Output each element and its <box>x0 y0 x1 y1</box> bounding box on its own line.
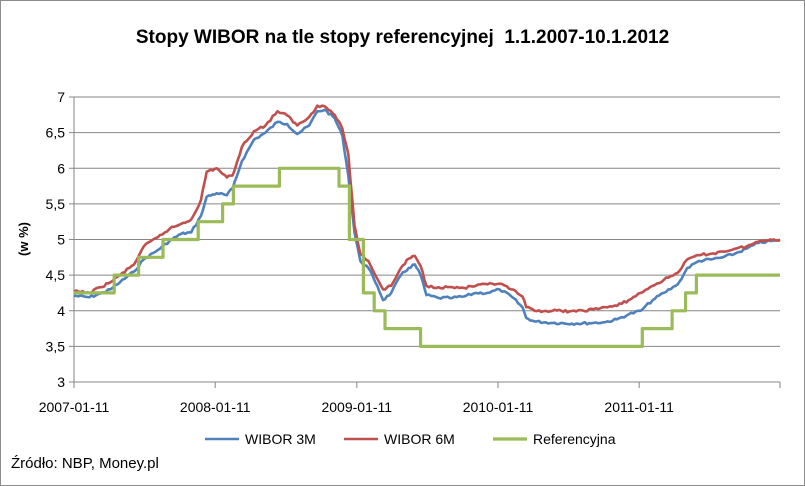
series-line <box>73 104 781 314</box>
y-tick-label: 4 <box>57 303 65 319</box>
x-tick-label: 2008-01-11 <box>180 399 251 415</box>
source-note: Źródło: NBP, Money.pl <box>11 455 159 472</box>
legend-label: WIBOR 3M <box>245 431 316 447</box>
y-tick-label: 7 <box>57 89 65 105</box>
series-line <box>74 166 780 348</box>
series-line <box>73 108 781 326</box>
y-axis-label: (w %) <box>16 222 31 256</box>
y-tick-label: 3 <box>57 374 65 390</box>
y-tick-label: 5 <box>57 232 65 248</box>
y-tick-label: 6 <box>57 160 65 176</box>
x-tick-label: 2007-01-11 <box>39 399 110 415</box>
y-tick-label: 6,5 <box>46 125 66 141</box>
y-tick-label: 5,5 <box>46 196 66 212</box>
y-tick-label: 4,5 <box>46 267 66 283</box>
y-tick-label: 3,5 <box>46 338 66 354</box>
x-tick-label: 2009-01-11 <box>321 399 392 415</box>
legend-label: WIBOR 6M <box>384 431 455 447</box>
x-tick-label: 2011-01-11 <box>604 399 674 415</box>
x-tick-label: 2010-01-11 <box>463 399 534 415</box>
chart-title: Stopy WIBOR na tle stopy referencyjnej 1… <box>135 27 670 48</box>
legend-label: Referencyjna <box>533 431 616 447</box>
